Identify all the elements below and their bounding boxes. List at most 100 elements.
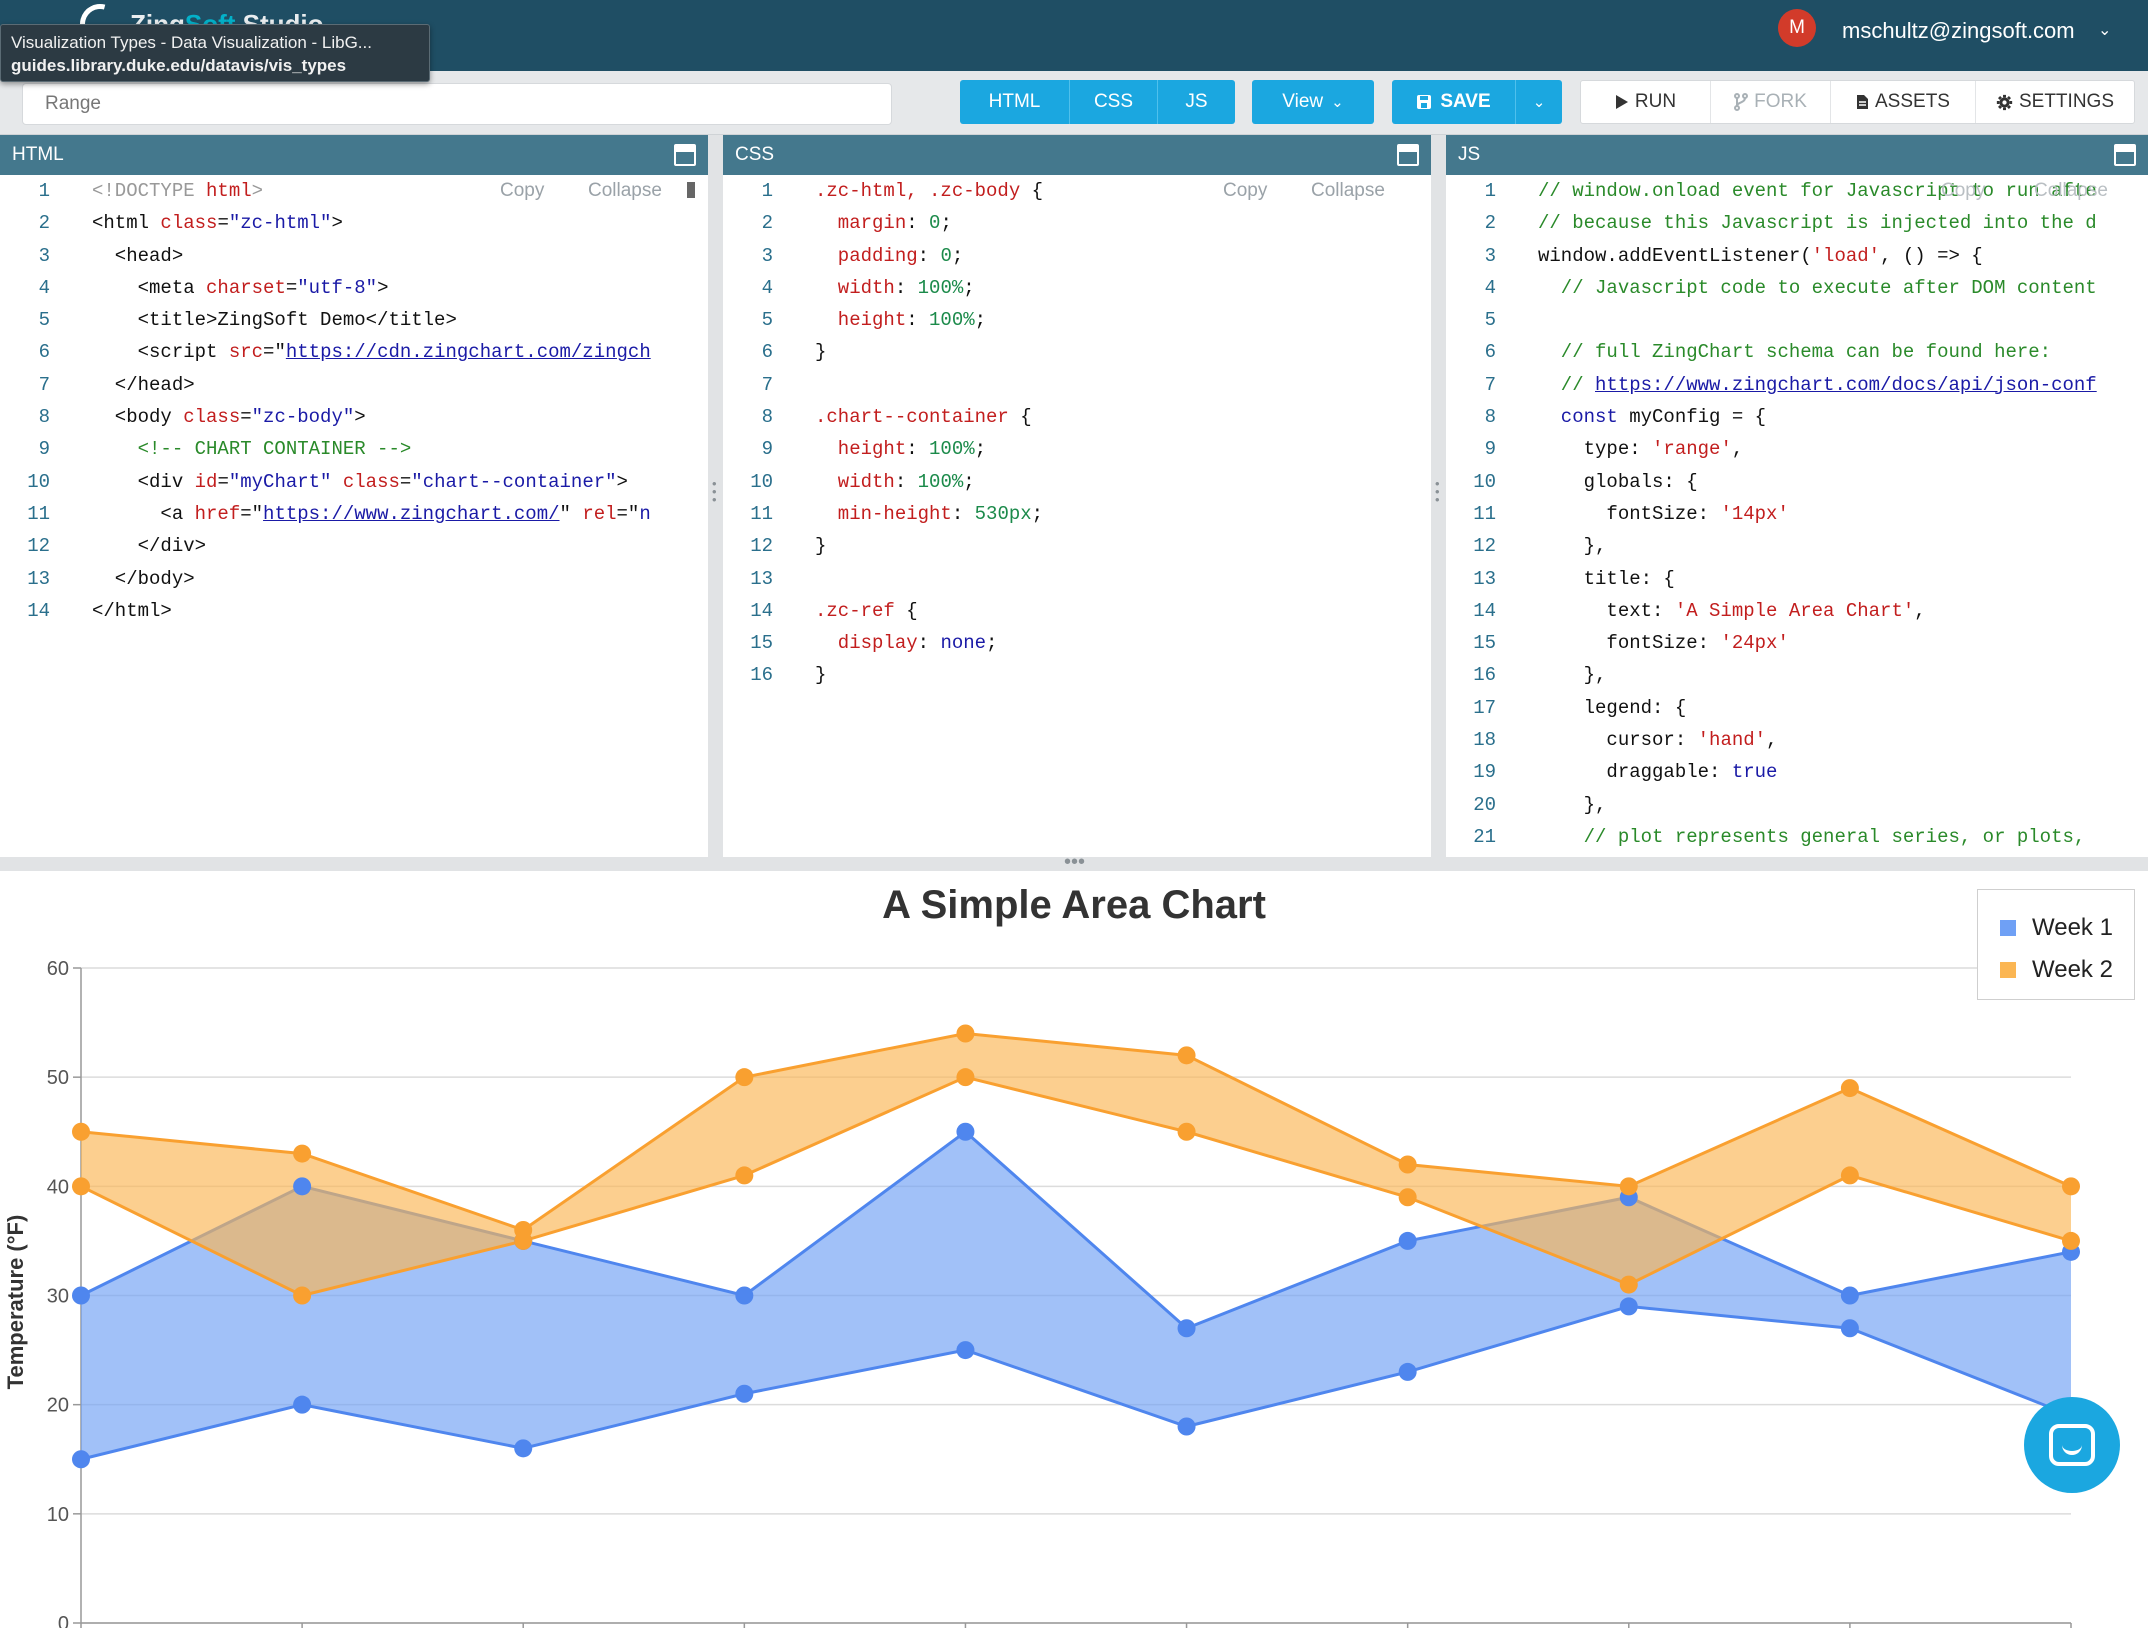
legend-item-week-2[interactable]: Week 2 [2000,956,2113,984]
code-line[interactable]: 1 <!DOCTYPE html> [0,175,708,207]
code-line[interactable]: 3 padding: 0; [723,240,1431,272]
line-number: 20 [1473,793,1496,816]
code-token: </div> [92,535,207,558]
code-line[interactable]: 2 margin: 0; [723,207,1431,239]
code-line[interactable]: 17 legend: { [1446,692,2148,724]
code-line[interactable]: 9 height: 100%; [723,433,1431,465]
code-line[interactable]: 11 fontSize: '14px' [1446,498,2148,530]
code-token: globals: { [1538,470,1698,493]
code-line[interactable]: 3 window.addEventListener('load', () => { [1446,240,2148,272]
chart-legend[interactable]: Week 1 Week 2 [1977,889,2135,1000]
collapse-button[interactable]: Collapse [2034,180,2108,201]
fork-button[interactable]: FORK [1711,81,1831,123]
code-line[interactable]: 14 text: 'A Simple Area Chart', [1446,595,2148,627]
code-line[interactable]: 10 globals: { [1446,466,2148,498]
copy-button[interactable]: Copy [1941,180,1986,201]
legend-item-week-1[interactable]: Week 1 [2000,914,2113,942]
chat-button[interactable] [2024,1397,2120,1493]
code-token: .zc-html, .zc-body [815,180,1021,202]
code-line[interactable]: 8 .chart--container { [723,401,1431,433]
user-avatar[interactable]: M [1778,9,1816,47]
code-line[interactable]: 13 [723,563,1431,595]
code-line[interactable]: 12 }, [1446,530,2148,562]
panel-splitter-left[interactable]: • • • [708,135,723,857]
code-line[interactable]: 14 .zc-ref { [723,595,1431,627]
tab-html[interactable]: HTML [960,80,1070,124]
code-token: .zc-ref [815,599,895,622]
code-line[interactable]: 2 // because this Javascript is injected … [1446,207,2148,239]
code-line[interactable]: 5 <title>ZingSoft Demo</title> [0,304,708,336]
code-token: { [1020,180,1044,202]
code-line[interactable]: 7 [723,369,1431,401]
code-line[interactable]: 10 <div id="myChart" class="chart--conta… [0,466,708,498]
code-line[interactable]: 6 // full ZingChart schema can be found … [1446,336,2148,368]
code-line[interactable]: 9 <!-- CHART CONTAINER --> [0,433,708,465]
code-line[interactable]: 15 display: none; [723,627,1431,659]
horizontal-splitter[interactable]: ••• [0,851,2148,873]
code-line[interactable]: 1 // window.onload event for Javascript t… [1446,175,2148,207]
assets-button[interactable]: ASSETS [1831,81,1976,123]
code-line[interactable]: 9 type: 'range', [1446,433,2148,465]
code-line[interactable]: 11 min-height: 530px; [723,498,1431,530]
code-token: class [342,470,400,493]
code-line[interactable]: 4 <meta charset="utf-8"> [0,272,708,304]
code-line[interactable]: 3 <head> [0,240,708,272]
code-line[interactable]: 5 height: 100%; [723,304,1431,336]
code-line[interactable]: 4 width: 100%; [723,272,1431,304]
minimize-icon[interactable] [2114,144,2136,166]
collapse-button[interactable]: Collapse [588,180,662,201]
editor-scrollbar[interactable] [687,182,695,198]
save-button[interactable]: SAVE [1392,80,1516,124]
code-line[interactable]: 8 const myConfig = { [1446,401,2148,433]
code-line[interactable]: 7 // https://www.zingchart.com/docs/api/… [1446,369,2148,401]
code-line[interactable]: 20 }, [1446,789,2148,821]
code-line[interactable]: 16} [723,659,1431,691]
code-line[interactable]: 10 width: 100%; [723,466,1431,498]
code-line[interactable]: 2 <html class="zc-html"> [0,207,708,239]
collapse-button[interactable]: Collapse [1311,180,1385,201]
series-area-2 [81,1033,2071,1296]
tab-js[interactable]: JS [1158,80,1235,124]
code-line[interactable]: 13 </body> [0,563,708,595]
code-token: "zc-body" [251,406,355,429]
code-line[interactable]: 19 draggable: true [1446,756,2148,788]
code-line[interactable]: 13 title: { [1446,563,2148,595]
code-token: fontSize: [1538,632,1721,655]
code-line[interactable]: 7 </head> [0,369,708,401]
code-line[interactable]: 11 <a href="https://www.zingchart.com/" … [0,498,708,530]
panel-splitter-right[interactable]: • • • [1431,135,1446,857]
run-button[interactable]: RUN [1581,81,1711,123]
code-line[interactable]: 6} [723,336,1431,368]
tab-css[interactable]: CSS [1070,80,1158,124]
code-line[interactable]: 12 </div> [0,530,708,562]
code-token: > [354,406,366,429]
user-email[interactable]: mschultz@zingsoft.com [1842,18,2075,43]
view-dropdown-button[interactable]: View ⌄ [1252,80,1374,124]
copy-button[interactable]: Copy [1223,180,1268,201]
minimize-icon[interactable] [674,144,696,166]
code-line[interactable]: 21 // plot represents general series, or… [1446,821,2148,853]
code-line[interactable]: 6 <script src="https://cdn.zingchart.com… [0,336,708,368]
html-code-editor[interactable]: 1 <!DOCTYPE html> 2 <html class="zc-html"> 3… [0,175,708,857]
minimize-icon[interactable] [1397,144,1419,166]
code-line[interactable]: 18 cursor: 'hand', [1446,724,2148,756]
code-line[interactable]: 8 <body class="zc-body"> [0,401,708,433]
css-code-editor[interactable]: 1 .zc-html, .zc-body {2 margin: 0; 3 paddi… [723,175,1431,857]
search-input[interactable] [22,83,892,125]
code-line[interactable]: 16 }, [1446,659,2148,691]
copy-button[interactable]: Copy [500,180,545,201]
code-line[interactable]: 15 fontSize: '24px' [1446,627,2148,659]
code-token [331,471,342,493]
js-code-editor[interactable]: 1 // window.onload event for Javascript t… [1446,175,2148,857]
save-dropdown-button[interactable]: ⌄ [1516,80,1562,124]
code-line[interactable]: 12} [723,530,1431,562]
code-line[interactable]: 4 // Javascript code to execute after DO… [1446,272,2148,304]
code-token: true [1731,761,1778,784]
action-button-group: RUN FORK ASSETS SETTINGS [1580,80,2135,124]
user-menu-chevron-icon[interactable]: ⌄ [2098,22,2112,39]
code-line[interactable]: 1 .zc-html, .zc-body { [723,175,1431,207]
data-point-low [1177,1417,1196,1436]
code-line[interactable]: 5 [1446,304,2148,336]
settings-button[interactable]: SETTINGS [1976,81,2134,123]
code-line[interactable]: 14 </html> [0,595,708,627]
